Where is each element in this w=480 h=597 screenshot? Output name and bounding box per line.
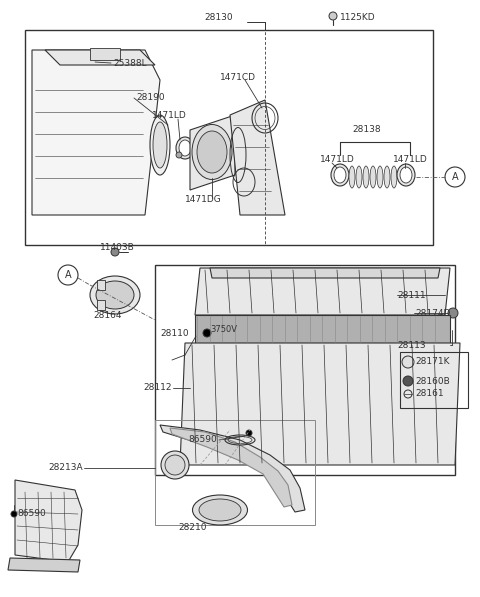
Ellipse shape — [331, 164, 349, 186]
Polygon shape — [210, 268, 440, 278]
Text: 28160B: 28160B — [415, 377, 450, 386]
Ellipse shape — [161, 451, 189, 479]
Text: 11403B: 11403B — [100, 244, 135, 253]
Polygon shape — [32, 50, 160, 215]
Circle shape — [11, 511, 17, 517]
Ellipse shape — [391, 166, 397, 188]
Polygon shape — [230, 100, 285, 215]
Polygon shape — [8, 558, 80, 572]
Text: A: A — [65, 270, 72, 280]
Circle shape — [403, 376, 413, 386]
Text: 28112: 28112 — [144, 383, 172, 392]
Circle shape — [448, 308, 458, 318]
Text: 28190: 28190 — [136, 94, 165, 103]
Ellipse shape — [384, 166, 390, 188]
Ellipse shape — [356, 166, 362, 188]
Ellipse shape — [150, 115, 170, 175]
Text: 1471CD: 1471CD — [220, 72, 256, 82]
Ellipse shape — [179, 140, 191, 156]
Text: 28213A: 28213A — [48, 463, 83, 472]
Ellipse shape — [199, 499, 241, 521]
Text: 28174D: 28174D — [415, 309, 450, 318]
Text: 28171K: 28171K — [415, 358, 449, 367]
Text: 28164: 28164 — [93, 310, 121, 319]
Bar — [97, 280, 105, 290]
Ellipse shape — [334, 167, 346, 183]
Circle shape — [111, 248, 119, 256]
Text: 28130: 28130 — [204, 14, 233, 23]
Ellipse shape — [349, 166, 355, 188]
Circle shape — [329, 12, 337, 20]
Circle shape — [246, 430, 252, 436]
Bar — [90, 48, 120, 60]
Bar — [155, 420, 315, 525]
Text: 3750V: 3750V — [210, 325, 237, 334]
Text: 1471DG: 1471DG — [185, 195, 222, 205]
Polygon shape — [45, 50, 155, 65]
Polygon shape — [160, 425, 305, 512]
Ellipse shape — [197, 131, 227, 173]
Ellipse shape — [397, 164, 415, 186]
Polygon shape — [170, 428, 292, 507]
Ellipse shape — [96, 281, 134, 309]
Ellipse shape — [400, 167, 412, 183]
Text: 1471LD: 1471LD — [393, 155, 428, 165]
Bar — [25, 30, 433, 245]
Circle shape — [445, 167, 465, 187]
Ellipse shape — [377, 166, 383, 188]
Ellipse shape — [176, 137, 194, 159]
Ellipse shape — [90, 276, 140, 314]
Text: 28110: 28110 — [160, 328, 189, 337]
Polygon shape — [15, 480, 82, 562]
Ellipse shape — [192, 125, 232, 180]
Circle shape — [203, 329, 211, 337]
Ellipse shape — [192, 495, 248, 525]
Text: 1125KD: 1125KD — [340, 14, 376, 23]
Text: 28138: 28138 — [352, 125, 381, 134]
Polygon shape — [180, 343, 460, 465]
Polygon shape — [190, 115, 235, 190]
Text: 1471LD: 1471LD — [152, 110, 187, 119]
Text: 25388L: 25388L — [113, 59, 146, 67]
Text: 28210: 28210 — [179, 522, 207, 531]
Text: 1471LD: 1471LD — [320, 155, 355, 165]
Ellipse shape — [165, 455, 185, 475]
Ellipse shape — [370, 166, 376, 188]
Circle shape — [176, 152, 182, 158]
Polygon shape — [195, 268, 450, 315]
Text: 28161: 28161 — [415, 389, 444, 399]
Bar — [155, 265, 455, 475]
Circle shape — [58, 265, 78, 285]
Text: 28111: 28111 — [397, 291, 426, 300]
Bar — [400, 352, 468, 408]
Text: 86590: 86590 — [188, 435, 217, 445]
Text: 86590: 86590 — [17, 509, 46, 518]
Ellipse shape — [153, 122, 167, 168]
Ellipse shape — [363, 166, 369, 188]
Text: A: A — [452, 172, 458, 182]
Bar — [195, 315, 450, 343]
Bar — [97, 300, 105, 310]
Text: 28113: 28113 — [397, 340, 426, 349]
Circle shape — [402, 356, 414, 368]
